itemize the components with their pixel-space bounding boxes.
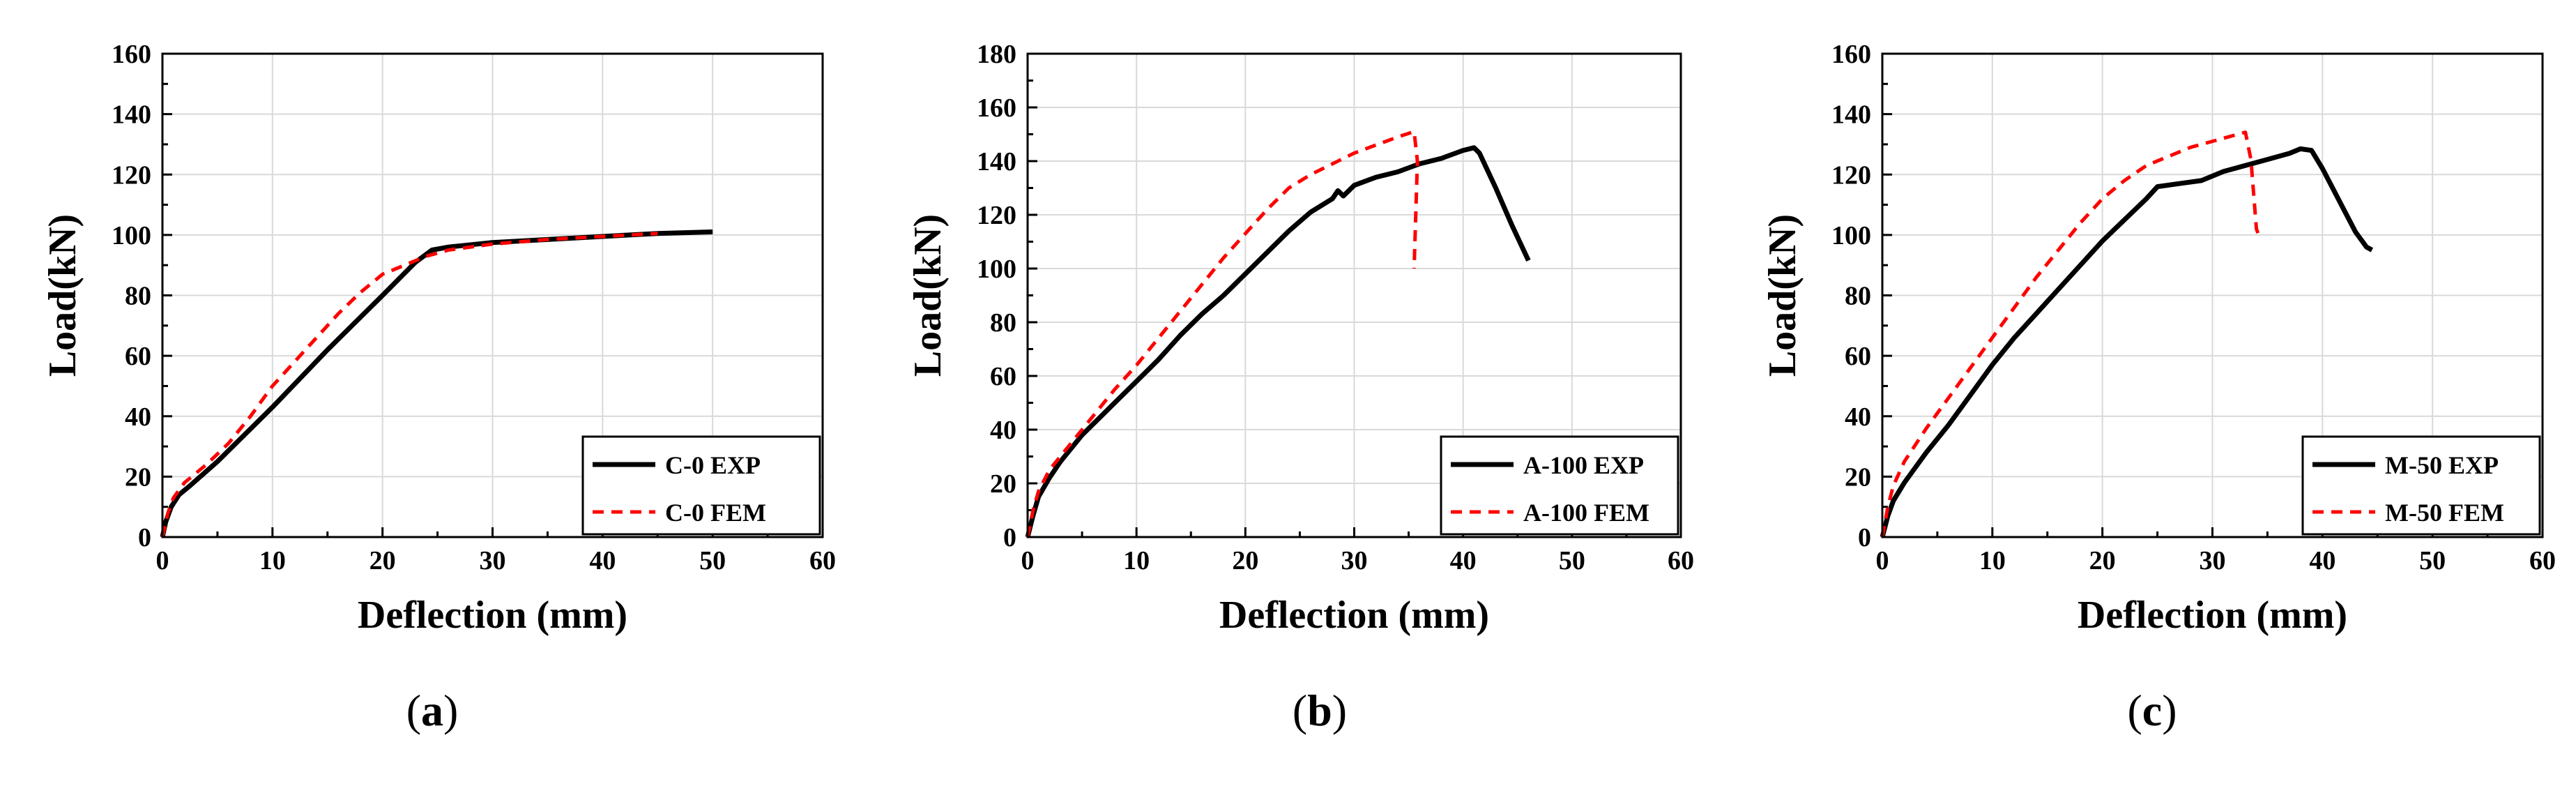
y-axis-title: Load(kN) [41, 214, 84, 377]
y-tick-label: 0 [138, 523, 151, 552]
series-line-c-0-fem [160, 232, 658, 538]
y-tick-label: 60 [1845, 342, 1871, 371]
y-tick-label: 120 [977, 201, 1016, 230]
panel-caption-letter: a [421, 686, 443, 735]
x-tick-label: 50 [699, 546, 726, 575]
plot-frame [1026, 52, 1682, 538]
y-tick-label: 0 [1003, 523, 1016, 552]
x-tick-label: 60 [809, 546, 836, 575]
y-tick-label: 160 [1831, 40, 1871, 69]
x-tick-label: 30 [1341, 546, 1368, 575]
y-tick-label: 120 [112, 160, 151, 190]
series-line-a-100-fem [1026, 130, 1419, 538]
series-line-m-50-exp [1880, 146, 2374, 538]
plot-frame [1881, 52, 2544, 538]
x-tick-label: 40 [2309, 546, 2335, 575]
y-tick-label: 140 [977, 147, 1016, 176]
panel-caption: (b) [1293, 686, 1347, 735]
legend-label: C-0 EXP [665, 451, 761, 479]
y-tick-label: 60 [990, 362, 1016, 391]
x-tick-label: 50 [1559, 546, 1585, 575]
legend-label: C-0 FEM [665, 499, 766, 527]
y-tick-label: 0 [1858, 523, 1871, 552]
y-tick-label: 80 [125, 282, 151, 311]
legend: C-0 EXP C-0 FEM [581, 435, 821, 536]
y-tick-label: 100 [1831, 221, 1871, 250]
legend-box [581, 435, 821, 536]
x-axis-title: Deflection (mm) [2078, 594, 2347, 637]
y-tick-label: 40 [990, 416, 1016, 445]
y-tick-label: 140 [1831, 100, 1871, 130]
y-tick-label: 100 [112, 221, 151, 250]
y-tick-label: 80 [1845, 282, 1871, 311]
series-line-a-100-exp [1025, 145, 1531, 538]
x-tick-label: 30 [480, 546, 506, 575]
legend-box [1440, 435, 1679, 536]
x-tick-label: 30 [2200, 546, 2226, 575]
x-tick-label: 10 [1979, 546, 2006, 575]
chart-panel-a: 0 10 20 30 40 50 60 0 20 40 60 80 100 120 140 160 Deflec… [41, 40, 836, 735]
y-tick-label: 40 [1845, 402, 1871, 432]
x-tick-label: 60 [1668, 546, 1694, 575]
legend: A-100 EXP A-100 FEM [1440, 435, 1679, 536]
x-tick-label: 20 [2089, 546, 2116, 575]
x-tick-label: 10 [259, 546, 286, 575]
legend-label: A-100 EXP [1523, 451, 1644, 479]
x-tick-label: 10 [1123, 546, 1150, 575]
x-tick-label: 0 [1876, 546, 1889, 575]
x-tick-label: 0 [156, 546, 169, 575]
legend-label: M-50 FEM [2385, 499, 2504, 527]
y-tick-label: 20 [125, 462, 151, 492]
y-axis-title: Load(kN) [1761, 214, 1804, 377]
y-tick-label: 160 [977, 93, 1016, 123]
x-tick-label: 20 [1232, 546, 1258, 575]
y-tick-label: 80 [990, 308, 1016, 338]
legend-box [2301, 435, 2541, 536]
legend-label: M-50 EXP [2385, 451, 2499, 479]
y-tick-label: 20 [1845, 462, 1871, 492]
x-tick-label: 20 [369, 546, 396, 575]
y-tick-label: 60 [125, 342, 151, 371]
y-axis-title: Load(kN) [906, 214, 950, 377]
panel-caption-letter: c [2142, 686, 2162, 735]
x-tick-label: 40 [1450, 546, 1477, 575]
x-tick-label: 0 [1021, 546, 1035, 575]
x-axis-title: Deflection (mm) [358, 594, 627, 637]
y-tick-label: 140 [112, 100, 151, 130]
x-tick-label: 50 [2419, 546, 2446, 575]
y-tick-label: 120 [1831, 160, 1871, 190]
x-tick-label: 40 [589, 546, 616, 575]
x-axis-title: Deflection (mm) [1219, 594, 1489, 637]
panel-caption: (c) [2127, 686, 2177, 735]
y-tick-label: 180 [977, 40, 1016, 69]
panel-caption: (a) [406, 686, 459, 735]
panel-caption-letter: b [1307, 686, 1332, 735]
plot-frame [161, 52, 824, 538]
y-tick-label: 100 [977, 255, 1016, 284]
y-tick-label: 40 [125, 402, 151, 432]
chart-panel-c: 0 10 20 30 40 50 60 0 20 40 60 80 100 120 140 160 Deflec… [1761, 40, 2556, 735]
y-tick-label: 20 [990, 469, 1016, 499]
y-tick-label: 160 [112, 40, 151, 69]
chart-panel-b: 0 10 20 30 40 50 60 0 20 40 60 80 100 120 140 160 180 Def… [906, 40, 1694, 735]
legend-label: A-100 FEM [1523, 499, 1649, 527]
legend: M-50 EXP M-50 FEM [2301, 435, 2541, 536]
x-tick-label: 60 [2529, 546, 2556, 575]
